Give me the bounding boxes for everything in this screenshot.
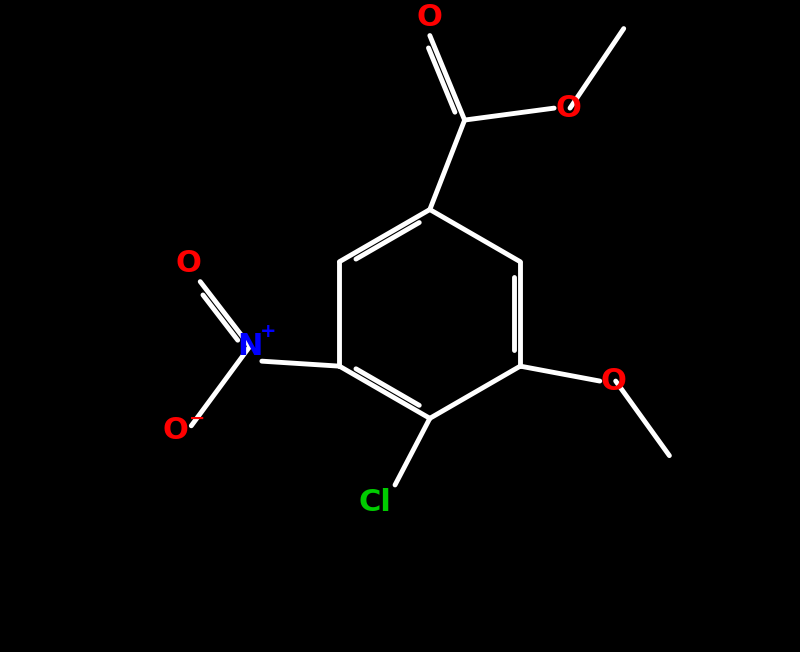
Text: −: − xyxy=(189,409,206,428)
Text: O: O xyxy=(162,416,188,445)
Text: O: O xyxy=(175,249,202,278)
Text: Cl: Cl xyxy=(358,488,391,517)
Text: N: N xyxy=(238,332,262,361)
Text: O: O xyxy=(555,94,581,123)
Text: +: + xyxy=(259,322,276,341)
Text: O: O xyxy=(601,366,626,396)
Text: O: O xyxy=(417,3,442,32)
